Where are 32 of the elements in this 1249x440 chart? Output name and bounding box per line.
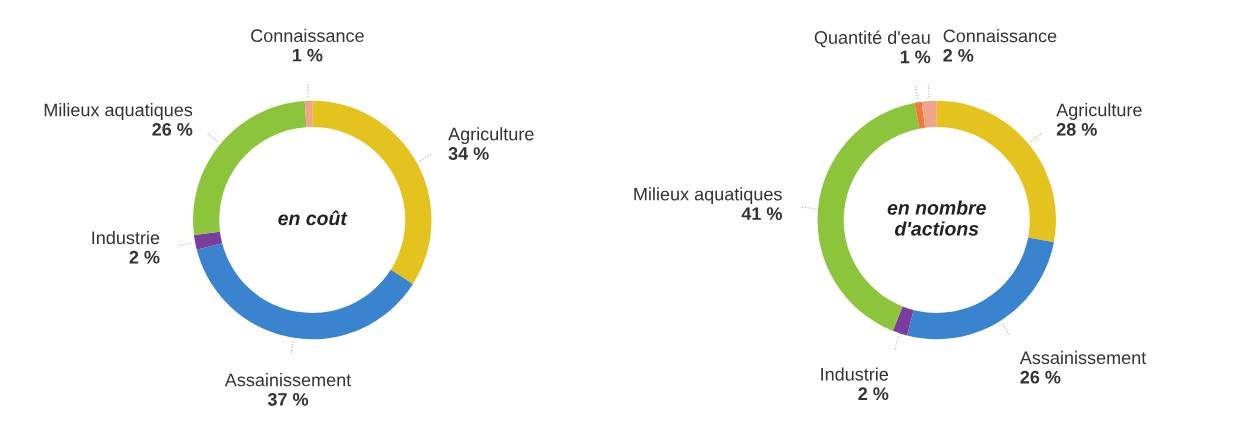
data-label: 26 %	[152, 122, 193, 136]
data-label: 1 %	[292, 48, 323, 62]
data-label: 2 %	[943, 48, 974, 62]
data-label: 2 %	[858, 387, 889, 401]
data-label: 34 %	[448, 147, 489, 160]
donut-slice	[921, 100, 937, 128]
text: en coût	[278, 210, 348, 226]
data-label: 26 %	[1020, 370, 1061, 384]
data-label: 1 %	[900, 50, 931, 64]
donut-slice	[193, 231, 223, 250]
slice-label: Assainissement	[224, 373, 352, 387]
donut-slice	[914, 101, 926, 129]
slice-label: Connaissance	[251, 28, 364, 43]
slice-label: Industrie	[92, 230, 160, 245]
donut-slice	[907, 237, 1054, 340]
slice-label: Milieux aquatiques	[44, 103, 193, 120]
slice-label: Connaissance	[943, 29, 1057, 43]
text: en nombre d'actions	[887, 200, 986, 236]
slice-label: Quantité d'eau	[814, 30, 930, 48]
data-label: 28 %	[1056, 122, 1097, 136]
slice-label: Milieux aquatiques	[634, 187, 782, 205]
donut-slice	[193, 101, 307, 235]
data-label: 41 %	[741, 207, 782, 220]
donut-slice	[892, 306, 914, 336]
slice-label: Assainissement	[1019, 350, 1147, 365]
slice-label: Agriculture	[1056, 103, 1142, 120]
donut-slice	[196, 243, 413, 340]
data-label: 2 %	[129, 250, 160, 264]
data-label: 37 %	[267, 393, 309, 406]
donut-slice	[304, 100, 313, 128]
slice-label: Industrie	[821, 367, 889, 381]
slice-label: Agriculture	[448, 127, 534, 145]
